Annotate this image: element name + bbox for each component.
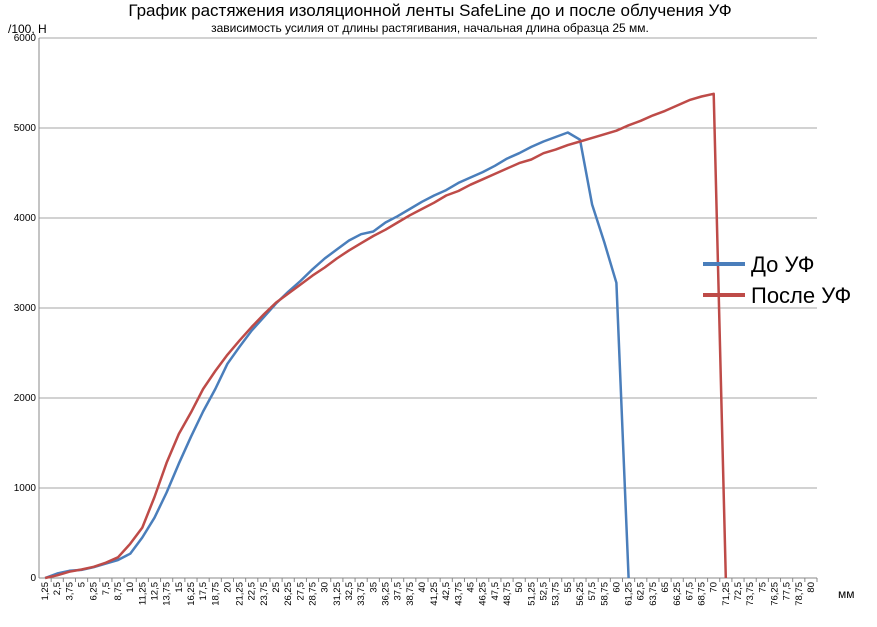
x-tick-label: 31,25 xyxy=(332,582,343,606)
legend-label-0: До УФ xyxy=(751,252,814,277)
x-tick-label: 72,5 xyxy=(733,582,744,601)
x-tick-label: 11,25 xyxy=(137,582,148,605)
x-tick-label: 7,5 xyxy=(101,582,112,595)
x-tick-label: 15 xyxy=(174,582,185,593)
x-tick-label: 76,25 xyxy=(769,582,780,606)
x-tick-label: 70 xyxy=(709,582,720,593)
x-tick-label: 67,5 xyxy=(684,582,695,601)
x-tick-label: 1,25 xyxy=(40,582,51,601)
x-tick-label: 37,5 xyxy=(393,582,404,601)
series-line-0 xyxy=(44,131,630,580)
series-line-1 xyxy=(44,92,728,580)
x-tick-label: 57,5 xyxy=(587,582,598,601)
x-tick-label: 21,25 xyxy=(235,582,246,606)
x-tick-label: 55 xyxy=(563,582,574,593)
legend: До УФ После УФ xyxy=(703,252,851,308)
x-tick-label: 27,5 xyxy=(295,582,306,601)
x-tick-label: 26,25 xyxy=(283,582,294,606)
x-tick-label: 13,75 xyxy=(162,582,173,606)
x-tick-label: 3,75 xyxy=(64,582,75,601)
y-tick-label: 0 xyxy=(30,573,36,584)
x-tick-label: 66,25 xyxy=(672,582,683,606)
x-tick-label: 80 xyxy=(806,582,817,593)
x-tick-label: 71,25 xyxy=(721,582,732,606)
x-tick-label: 17,5 xyxy=(198,582,209,601)
y-tick-label: 3000 xyxy=(14,303,37,314)
x-tick-label: 6,25 xyxy=(89,582,100,601)
x-tick-label: 58,75 xyxy=(599,582,610,606)
legend-label-1: После УФ xyxy=(751,283,851,308)
y-tick-label: 6000 xyxy=(14,33,37,44)
y-axis-label: /100, Н xyxy=(8,22,47,36)
x-tick-label: 22,5 xyxy=(247,582,258,601)
x-tick-label: 60 xyxy=(611,582,622,593)
x-tick-label: 41,25 xyxy=(429,582,440,606)
x-tick-label: 68,75 xyxy=(697,582,708,606)
x-ticks: 1,25 2,5 3,75 5 6,25 7,5 8,75 10 11,25 12,5 13,75 1… xyxy=(40,578,818,606)
x-tick-label: 53,75 xyxy=(551,582,562,606)
x-tick-label: 40 xyxy=(417,582,428,593)
x-tick-label: 32,5 xyxy=(344,582,355,601)
x-tick-label: 62,5 xyxy=(636,582,647,601)
x-tick-label: 23,75 xyxy=(259,582,270,606)
x-tick-label: 2,5 xyxy=(52,582,63,595)
x-axis-label: мм xyxy=(838,587,855,601)
x-tick-label: 52,5 xyxy=(538,582,549,601)
chart-title: График растяжения изоляционной ленты Saf… xyxy=(128,1,731,20)
x-tick-label: 18,75 xyxy=(210,582,221,606)
x-tick-label: 46,25 xyxy=(478,582,489,606)
x-tick-label: 25 xyxy=(271,582,282,593)
x-tick-label: 61,25 xyxy=(624,582,635,606)
x-tick-label: 47,5 xyxy=(490,582,501,601)
x-tick-label: 75 xyxy=(757,582,768,593)
x-tick-label: 48,75 xyxy=(502,582,513,606)
y-tick-label: 1000 xyxy=(14,483,37,494)
x-tick-label: 35 xyxy=(368,582,379,593)
x-tick-label: 10 xyxy=(125,582,136,593)
y-tick-label: 2000 xyxy=(14,393,37,404)
x-tick-label: 78,75 xyxy=(794,582,805,606)
x-tick-label: 5 xyxy=(77,582,88,587)
x-tick-label: 16,25 xyxy=(186,582,197,606)
x-tick-label: 50 xyxy=(514,582,525,593)
x-tick-label: 30 xyxy=(320,582,331,593)
x-tick-label: 45 xyxy=(466,582,477,593)
y-tick-label: 5000 xyxy=(14,123,37,134)
x-tick-label: 63,75 xyxy=(648,582,659,606)
x-tick-label: 28,75 xyxy=(308,582,319,606)
chart-subtitle: зависимость усилия от длины растягивания… xyxy=(211,21,649,35)
x-tick-label: 77,5 xyxy=(782,582,793,601)
x-tick-label: 51,25 xyxy=(526,582,537,606)
x-tick-label: 42,5 xyxy=(441,582,452,601)
x-tick-label: 43,75 xyxy=(453,582,464,606)
x-tick-label: 36,25 xyxy=(380,582,391,606)
x-tick-label: 38,75 xyxy=(405,582,416,606)
y-tick-label: 4000 xyxy=(14,213,37,224)
series-lines xyxy=(44,92,728,580)
y-ticks: 0 1000 2000 3000 4000 5000 6000 xyxy=(14,33,37,584)
x-tick-label: 33,75 xyxy=(356,582,367,606)
x-tick-label: 65 xyxy=(660,582,671,593)
x-tick-label: 73,75 xyxy=(745,582,756,606)
x-tick-label: 56,25 xyxy=(575,582,586,606)
x-tick-label: 12,5 xyxy=(149,582,160,601)
x-tick-label: 20 xyxy=(222,582,233,593)
x-tick-label: 8,75 xyxy=(113,582,124,601)
